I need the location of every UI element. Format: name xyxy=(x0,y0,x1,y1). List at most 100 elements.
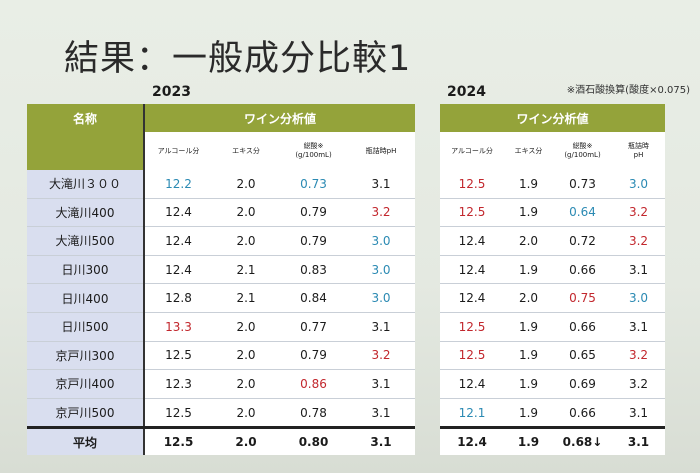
value-cell: 3.0 xyxy=(347,255,416,285)
col-header-ph-unit: pH xyxy=(633,151,644,159)
value-cell: 2.0 xyxy=(212,226,280,256)
year-label-2024: 2024 xyxy=(447,84,486,100)
value-cell: 3.1 xyxy=(612,398,666,429)
value-cell: 2.0 xyxy=(504,283,553,313)
value-cell: 1.9 xyxy=(504,369,553,399)
value-cell: 3.0 xyxy=(612,283,666,313)
value-cell: 0.86 xyxy=(280,369,347,399)
row-name: 大滝川500 xyxy=(27,226,145,256)
value-cell: 12.4 xyxy=(440,283,504,313)
row-name: 日川500 xyxy=(27,312,145,342)
slide-title: 結果：一般成分比較1 xyxy=(64,39,412,79)
value-cell: 0.84 xyxy=(280,283,347,313)
table-row: 12.5 1.9 0.64 3.2 xyxy=(440,198,666,228)
value-cell: 0.64 xyxy=(553,198,612,228)
value-cell: 12.4 xyxy=(144,255,212,285)
table-row: 日川300 12.4 2.1 0.83 3.0 xyxy=(27,255,416,285)
value-cell: 1.9 xyxy=(504,198,553,228)
value-cell: 0.66 xyxy=(553,312,612,342)
value-cell: 3.1 xyxy=(347,369,416,399)
year-label-2023: 2023 xyxy=(152,84,191,100)
col-header-total-acid-unit: (g/100mL) xyxy=(564,151,601,159)
value-cell: 0.69 xyxy=(553,369,612,399)
value-cell: 2.1 xyxy=(212,283,280,313)
row-name: 京戸川300 xyxy=(27,341,145,371)
value-cell: 12.4 xyxy=(440,226,504,256)
value-cell: 1.9 xyxy=(504,170,553,199)
value-cell: 2.0 xyxy=(212,369,280,399)
footnote: ※酒石酸換算(酸度×0.075) xyxy=(566,85,690,96)
col-header-ph-label: 瓶詰時 xyxy=(628,142,649,150)
value-cell: 12.4 xyxy=(144,226,212,256)
value-cell: 3.2 xyxy=(612,198,666,228)
value-cell: 0.79 xyxy=(280,198,347,228)
value-cell: 3.2 xyxy=(612,341,666,371)
value-cell: 3.1 xyxy=(612,255,666,285)
col-header-total-acid-label: 総酸※ xyxy=(303,142,324,150)
avg-cell: 0.68↓ xyxy=(553,426,612,456)
value-cell: 3.0 xyxy=(347,226,416,256)
value-cell: 0.73 xyxy=(280,170,347,199)
value-cell: 13.3 xyxy=(144,312,212,342)
row-name: 日川400 xyxy=(27,283,145,313)
value-cell: 2.0 xyxy=(212,198,280,228)
value-cell: 0.73 xyxy=(553,170,612,199)
value-cell: 2.0 xyxy=(212,398,280,429)
col-header-total-acid-label: 総酸※ xyxy=(572,142,593,150)
value-cell: 3.1 xyxy=(347,312,416,342)
row-name: 京戸川400 xyxy=(27,369,145,399)
value-cell: 12.4 xyxy=(144,198,212,228)
value-cell: 0.75 xyxy=(553,283,612,313)
value-cell: 1.9 xyxy=(504,312,553,342)
table-2024: ワイン分析値 アルコール分 エキス分 総酸※ (g/100mL) 瓶詰時 pH 12… xyxy=(440,104,666,456)
row-name: 大滝川３００ xyxy=(27,170,145,199)
table-row: 12.5 1.9 0.73 3.0 xyxy=(440,170,666,199)
group-header: ワイン分析値 xyxy=(440,104,666,132)
value-cell: 12.1 xyxy=(440,398,504,429)
avg-label: 平均 xyxy=(27,426,145,456)
table-row: 京戸川400 12.3 2.0 0.86 3.1 xyxy=(27,369,416,399)
table-2023: 名称 ワイン分析値 アルコール分 エキス分 総酸※ (g/100mL) 瓶詰時pH… xyxy=(27,104,416,456)
table-row: 12.5 1.9 0.65 3.2 xyxy=(440,341,666,371)
value-cell: 2.0 xyxy=(504,226,553,256)
col-header-ph: 瓶詰時pH xyxy=(347,132,416,170)
col-header-extract: エキス分 xyxy=(212,132,280,170)
value-cell: 0.65 xyxy=(553,341,612,371)
table-row: 大滝川３００ 12.2 2.0 0.73 3.1 xyxy=(27,170,416,199)
value-cell: 3.1 xyxy=(347,170,416,199)
value-cell: 0.83 xyxy=(280,255,347,285)
row-name: 日川300 xyxy=(27,255,145,285)
group-header: ワイン分析値 xyxy=(144,104,416,132)
col-header-alcohol: アルコール分 xyxy=(144,132,212,170)
avg-cell: 1.9 xyxy=(504,426,553,456)
col-header-total-acid: 総酸※ (g/100mL) xyxy=(553,132,612,170)
value-cell: 1.9 xyxy=(504,398,553,429)
avg-cell: 12.4 xyxy=(440,426,504,456)
col-header-extract: エキス分 xyxy=(504,132,553,170)
table-row: 12.4 1.9 0.66 3.1 xyxy=(440,255,666,285)
value-cell: 0.66 xyxy=(553,255,612,285)
value-cell: 3.2 xyxy=(612,369,666,399)
value-cell: 1.9 xyxy=(504,341,553,371)
col-header-alcohol: アルコール分 xyxy=(440,132,504,170)
col-header-total-acid: 総酸※ (g/100mL) xyxy=(280,132,347,170)
table-row: 12.5 1.9 0.66 3.1 xyxy=(440,312,666,342)
value-cell: 12.5 xyxy=(440,198,504,228)
value-cell: 0.66 xyxy=(553,398,612,429)
table-row: 日川500 13.3 2.0 0.77 3.1 xyxy=(27,312,416,342)
table-row: 大滝川400 12.4 2.0 0.79 3.2 xyxy=(27,198,416,228)
value-cell: 3.2 xyxy=(347,198,416,228)
value-cell: 2.0 xyxy=(212,341,280,371)
value-cell: 2.1 xyxy=(212,255,280,285)
value-cell: 2.0 xyxy=(212,170,280,199)
table-row: 大滝川500 12.4 2.0 0.79 3.0 xyxy=(27,226,416,256)
value-cell: 3.2 xyxy=(347,341,416,371)
value-cell: 0.78 xyxy=(280,398,347,429)
avg-cell: 2.0 xyxy=(212,426,280,456)
table-row: 京戸川300 12.5 2.0 0.79 3.2 xyxy=(27,341,416,371)
value-cell: 3.2 xyxy=(612,226,666,256)
table-row: 12.4 2.0 0.72 3.2 xyxy=(440,226,666,256)
value-cell: 3.1 xyxy=(347,398,416,429)
avg-cell: 3.1 xyxy=(612,426,666,456)
